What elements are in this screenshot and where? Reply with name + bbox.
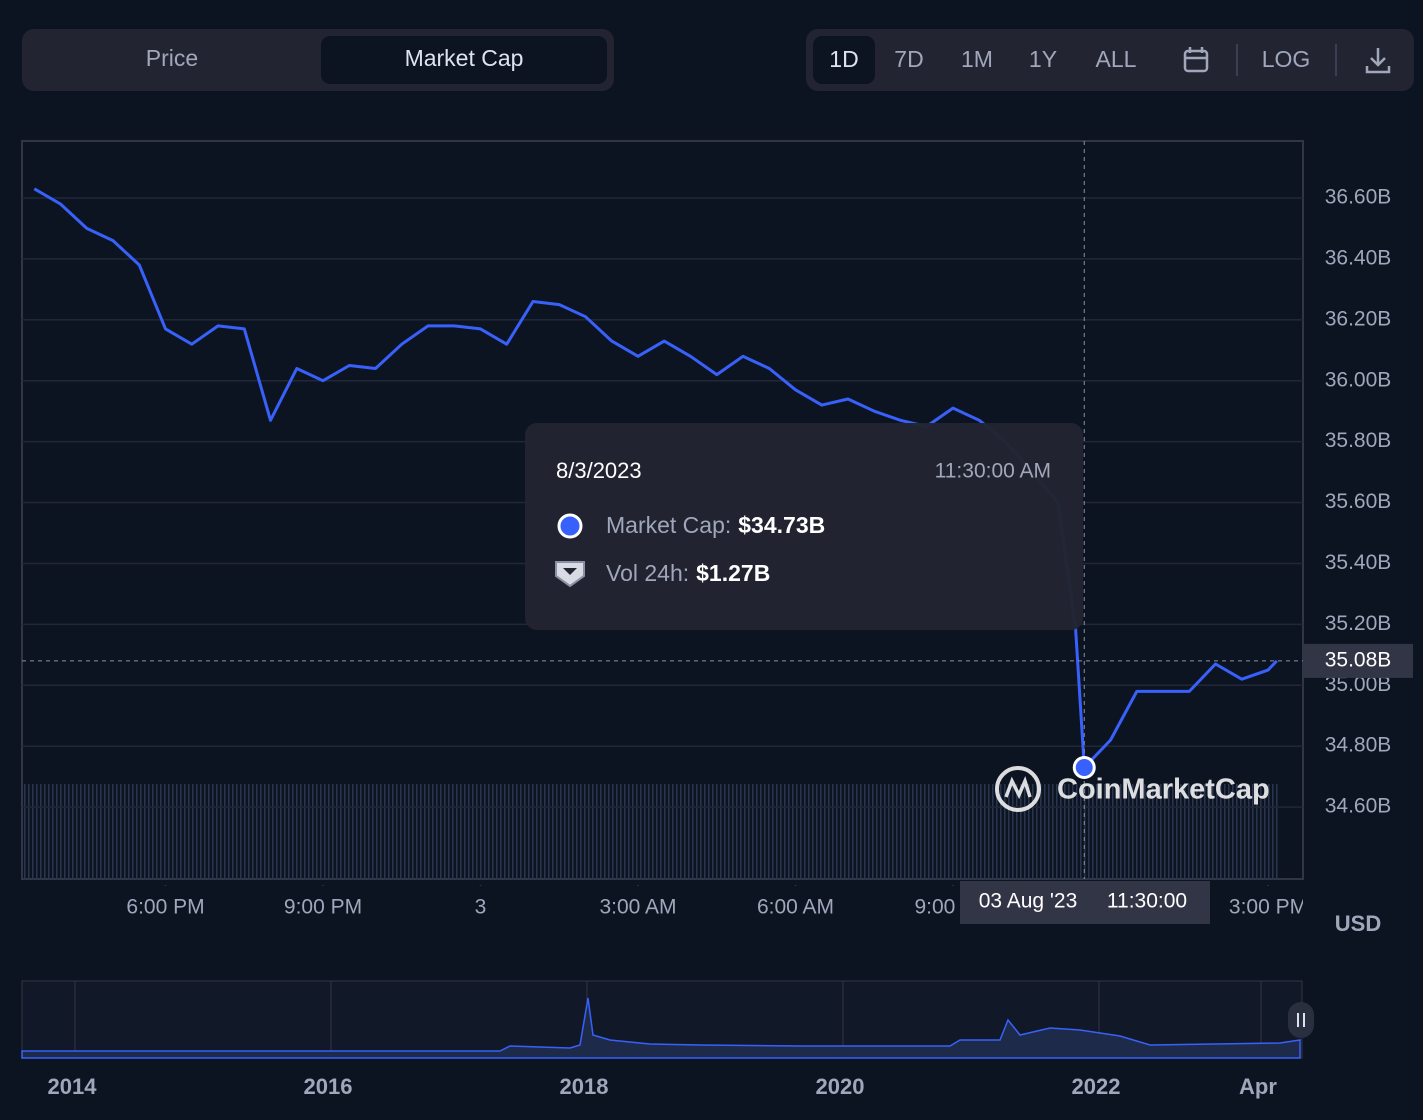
x-tick-label: 3:00 PM bbox=[1229, 896, 1307, 919]
download-icon[interactable] bbox=[1365, 48, 1391, 74]
tooltip-date: 8/3/2023 bbox=[556, 458, 642, 483]
tab-active[interactable] bbox=[321, 36, 607, 84]
range-active[interactable] bbox=[813, 36, 875, 84]
tab[interactable]: Price bbox=[146, 45, 198, 71]
price-tag-label: 35.08B bbox=[1325, 648, 1392, 671]
tooltip-row: Vol 24h: $1.27B bbox=[606, 560, 770, 586]
y-tick-label: 36.20B bbox=[1325, 307, 1392, 330]
y-tick-label: 35.40B bbox=[1325, 551, 1392, 574]
watermark: CoinMarketCap bbox=[1057, 774, 1270, 806]
time-tag-time: 11:30:00 bbox=[1107, 890, 1187, 913]
tooltip-row: Market Cap: $34.73B bbox=[606, 512, 825, 538]
range-button[interactable]: 1Y bbox=[1029, 46, 1057, 72]
navigator-label: 2014 bbox=[48, 1074, 98, 1099]
price-tag bbox=[1303, 643, 1413, 678]
navigator-label: 2020 bbox=[816, 1074, 865, 1099]
x-tick-label: 6:00 PM bbox=[126, 896, 204, 919]
y-tick-label: 34.80B bbox=[1325, 734, 1392, 757]
calendar-icon[interactable] bbox=[1183, 47, 1209, 73]
tooltip-swatch bbox=[557, 513, 583, 539]
y-tick-label: 34.60B bbox=[1325, 795, 1392, 818]
y-tick-label: 36.60B bbox=[1325, 186, 1392, 209]
currency-label: USD bbox=[1335, 911, 1381, 936]
y-tick-label: 36.00B bbox=[1325, 368, 1392, 391]
time-tag bbox=[960, 881, 1210, 924]
x-tick-label: 9:00 PM bbox=[284, 896, 362, 919]
x-tick-label: 3 bbox=[475, 896, 487, 919]
navigator-label: 2018 bbox=[560, 1074, 609, 1099]
y-tick-label: 35.80B bbox=[1325, 429, 1392, 452]
tooltip-key: Market Cap: bbox=[606, 512, 731, 538]
y-tick-label: 36.40B bbox=[1325, 246, 1392, 269]
y-tick-label: 35.20B bbox=[1325, 612, 1392, 635]
navigator-label: Apr bbox=[1239, 1074, 1277, 1099]
log-button[interactable]: LOG bbox=[1262, 46, 1311, 72]
navigator-line bbox=[21, 997, 1301, 1059]
range-group bbox=[806, 29, 1414, 91]
x-tick-label: 3:00 AM bbox=[599, 896, 676, 919]
tooltip-value: $34.73B bbox=[738, 512, 825, 538]
navigator-label: 2016 bbox=[304, 1074, 353, 1099]
range-button[interactable]: 1D bbox=[829, 46, 858, 72]
range-button[interactable]: 7D bbox=[894, 46, 923, 72]
navigator-handle[interactable] bbox=[1288, 1002, 1314, 1038]
series-line bbox=[33, 187, 1278, 769]
tooltip bbox=[525, 423, 1083, 630]
tooltip-time: 11:30:00 AM bbox=[935, 460, 1051, 483]
volume-texture bbox=[22, 784, 1280, 879]
tooltip-key: Vol 24h: bbox=[606, 560, 689, 586]
y-tick-label: 35.60B bbox=[1325, 490, 1392, 513]
navigator-label: 2022 bbox=[1072, 1074, 1121, 1099]
tab[interactable]: Market Cap bbox=[405, 45, 524, 71]
x-tick-label: 6:00 AM bbox=[757, 896, 834, 919]
tooltip-volume-icon-inner bbox=[563, 568, 577, 575]
y-tick-label: 35.00B bbox=[1325, 673, 1392, 696]
hover-point bbox=[1072, 756, 1096, 780]
watermark-logo-mark bbox=[1004, 775, 1032, 800]
tooltip-value: $1.27B bbox=[696, 560, 770, 586]
time-tag-date: 03 Aug '23 bbox=[979, 890, 1078, 913]
watermark-logo bbox=[995, 766, 1041, 812]
range-button[interactable]: 1M bbox=[961, 46, 993, 72]
range-button[interactable]: ALL bbox=[1096, 46, 1137, 72]
